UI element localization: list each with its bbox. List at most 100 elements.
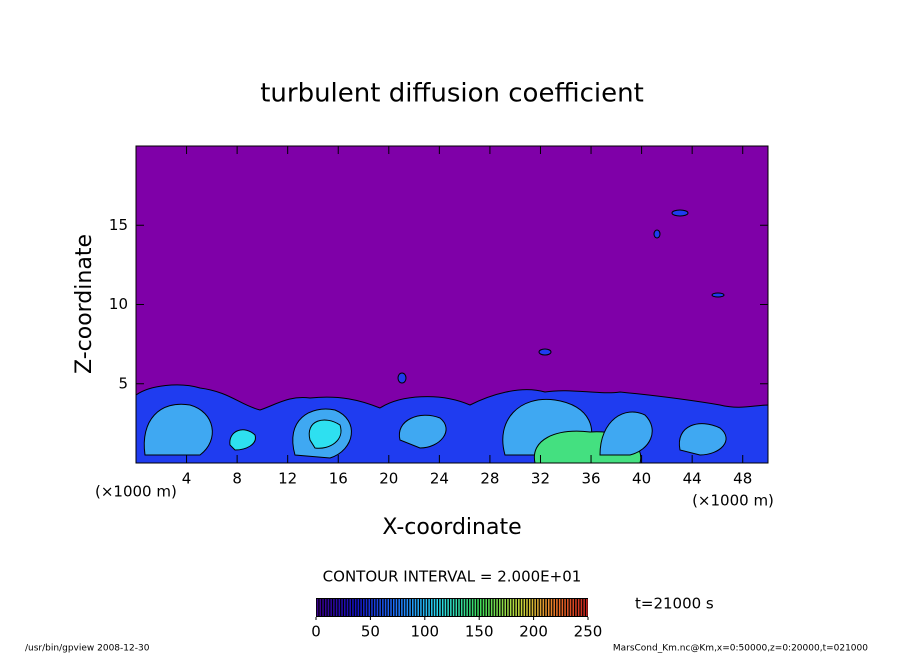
colorbar-swatch	[553, 599, 555, 616]
colorbar-swatch	[414, 599, 417, 616]
colorbar-swatch	[523, 599, 526, 616]
colorbar-swatch	[463, 599, 466, 616]
colorbar-swatch	[341, 599, 343, 616]
colorbar-swatch	[316, 599, 319, 616]
footer-right: MarsCond_Km.nc@Km,x=0:50000,z=0:20000,t=…	[613, 644, 868, 654]
colorbar-swatch	[471, 599, 474, 616]
x-tick-label: 12	[278, 470, 297, 488]
colorbar-swatch	[447, 599, 449, 616]
y-tick-label: 5	[118, 374, 128, 392]
colorbar-tick-label: 150	[465, 623, 494, 641]
colorbar-swatch	[509, 599, 512, 616]
colorbar-swatch	[436, 599, 438, 616]
colorbar-swatch	[420, 599, 422, 616]
colorbar-swatch	[390, 599, 392, 616]
y-axis-label: Z-coordinate	[72, 234, 97, 374]
colorbar-swatch	[344, 599, 346, 616]
colorbar-swatch	[572, 599, 574, 616]
colorbar-swatch	[428, 599, 430, 616]
colorbar-tick-label: 50	[361, 623, 380, 641]
colorbar-swatch	[417, 599, 419, 616]
x-tick-label: 32	[531, 470, 550, 488]
colorbar-swatch	[528, 599, 531, 616]
colorbar-swatch	[493, 599, 496, 616]
colorbar-swatch	[490, 599, 493, 616]
colorbar-swatch	[474, 599, 477, 616]
x-tick-label: 24	[430, 470, 449, 488]
colorbar-swatch	[373, 599, 376, 616]
x-tick-label: 44	[683, 470, 702, 488]
colorbar-swatch	[526, 599, 528, 616]
colorbar-swatch	[556, 599, 558, 616]
colorbar-swatch	[512, 599, 515, 616]
colorbar-swatch	[379, 599, 381, 616]
colorbar-swatch	[458, 599, 460, 616]
colorbar-swatch	[515, 599, 517, 616]
colorbar-swatch	[412, 599, 414, 616]
colorbar-swatch	[439, 599, 441, 616]
colorbar-swatch	[395, 599, 398, 616]
colorbar-swatch	[368, 599, 370, 616]
colorbar-swatch	[354, 599, 357, 616]
colorbar-swatch	[330, 599, 332, 616]
colorbar-swatch	[575, 599, 577, 616]
colorbar-tick-label: 0	[311, 623, 321, 641]
colorbar-tick-label: 200	[519, 623, 548, 641]
colorbar-swatch	[349, 599, 351, 616]
colorbar-swatch	[346, 599, 349, 616]
x-axis-label: X-coordinate	[382, 515, 521, 540]
colorbar-swatch	[455, 599, 458, 616]
colorbar-swatch	[485, 599, 487, 616]
colorbar-swatch	[561, 599, 564, 616]
colorbar-swatch	[507, 599, 509, 616]
colorbar-swatch	[324, 599, 327, 616]
colorbar-swatch	[477, 599, 479, 616]
colorbar-swatch	[482, 599, 485, 616]
colorbar-swatch	[548, 599, 550, 616]
colorbar-swatch	[452, 599, 455, 616]
colorbar-swatch	[480, 599, 482, 616]
colorbar-swatch	[520, 599, 523, 616]
colorbar-swatch	[363, 599, 365, 616]
colorbar-swatch	[460, 599, 463, 616]
colorbar-swatch	[586, 599, 588, 616]
colorbar-swatch	[406, 599, 409, 616]
colorbar-swatch	[542, 599, 545, 616]
x-tick-label: 40	[632, 470, 651, 488]
colorbar-swatch	[488, 599, 490, 616]
colorbar-swatch	[518, 599, 520, 616]
colorbar-swatch	[433, 599, 436, 616]
y-tick-label: 15	[109, 216, 128, 234]
colorbar-swatch	[371, 599, 373, 616]
colorbar-swatch	[387, 599, 390, 616]
time-label: t=21000 s	[635, 595, 714, 613]
colorbar-swatch	[425, 599, 428, 616]
colorbar-swatch	[441, 599, 444, 616]
colorbar-swatch	[534, 599, 536, 616]
x-tick-label: 48	[733, 470, 752, 488]
contour-interval: CONTOUR INTERVAL = 2.000E+01	[323, 568, 582, 586]
colorbar-swatch	[319, 599, 322, 616]
x-tick-label: 16	[329, 470, 348, 488]
colorbar-swatch	[564, 599, 566, 616]
field	[136, 209, 768, 463]
x-unit-right: (×1000 m)	[692, 492, 774, 510]
colorbar-swatch	[409, 599, 411, 616]
colorbar-swatch	[422, 599, 425, 616]
colorbar-swatch	[580, 599, 583, 616]
colorbar-tick-label: 250	[574, 623, 603, 641]
colorbar-swatch	[545, 599, 547, 616]
colorbar-swatch	[335, 599, 338, 616]
colorbar-swatch	[550, 599, 553, 616]
colorbar-swatch	[531, 599, 534, 616]
x-tick-label: 8	[232, 470, 242, 488]
colorbar-swatch	[450, 599, 452, 616]
colorbar-swatch	[365, 599, 368, 616]
colorbar-swatch	[577, 599, 580, 616]
colorbar-swatch	[403, 599, 406, 616]
colorbar-swatch	[398, 599, 400, 616]
colorbar-swatch	[504, 599, 506, 616]
x-tick-label: 20	[379, 470, 398, 488]
colorbar-swatch	[499, 599, 501, 616]
x-tick-label: 36	[581, 470, 600, 488]
